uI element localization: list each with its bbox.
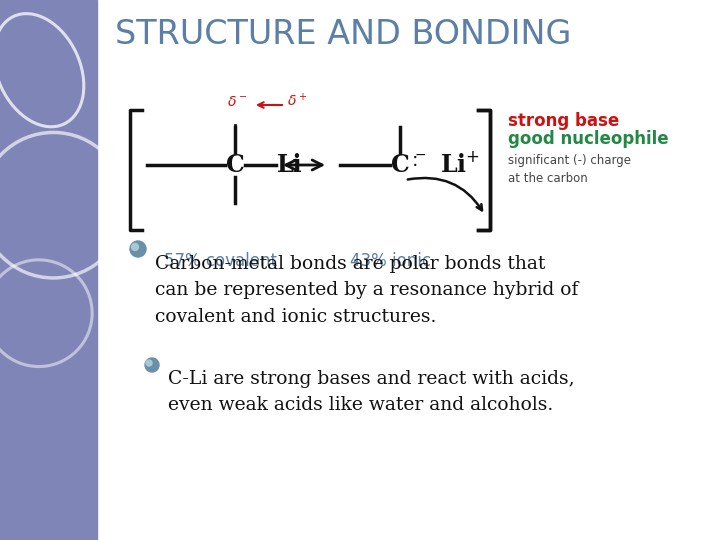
Circle shape (146, 360, 152, 366)
Text: 57% covalent: 57% covalent (163, 252, 276, 270)
Bar (0, 0, 97, 540)
Text: $\delta^+$: $\delta^+$ (287, 92, 307, 109)
Text: C: C (225, 153, 244, 177)
Text: Li$^{+}$: Li$^{+}$ (440, 152, 480, 178)
Circle shape (132, 244, 138, 251)
Circle shape (130, 241, 146, 257)
Text: STRUCTURE AND BONDING: STRUCTURE AND BONDING (115, 18, 572, 51)
Text: $\delta^-$: $\delta^-$ (227, 95, 247, 109)
Text: strong base: strong base (508, 112, 619, 130)
Text: 43% ionic: 43% ionic (349, 252, 431, 270)
Text: good nucleophile: good nucleophile (508, 130, 669, 148)
Text: C: C (391, 153, 410, 177)
Text: significant (-) charge
at the carbon: significant (-) charge at the carbon (508, 154, 631, 185)
Text: $\colon\!^{-}$: $\colon\!^{-}$ (411, 152, 426, 171)
Text: Carbon-metal bonds are polar bonds that
can be represented by a resonance hybrid: Carbon-metal bonds are polar bonds that … (155, 255, 578, 326)
Circle shape (145, 358, 159, 372)
Text: C-Li are strong bases and react with acids,
even weak acids like water and alcoh: C-Li are strong bases and react with aci… (168, 370, 575, 414)
Text: Li: Li (277, 153, 303, 177)
